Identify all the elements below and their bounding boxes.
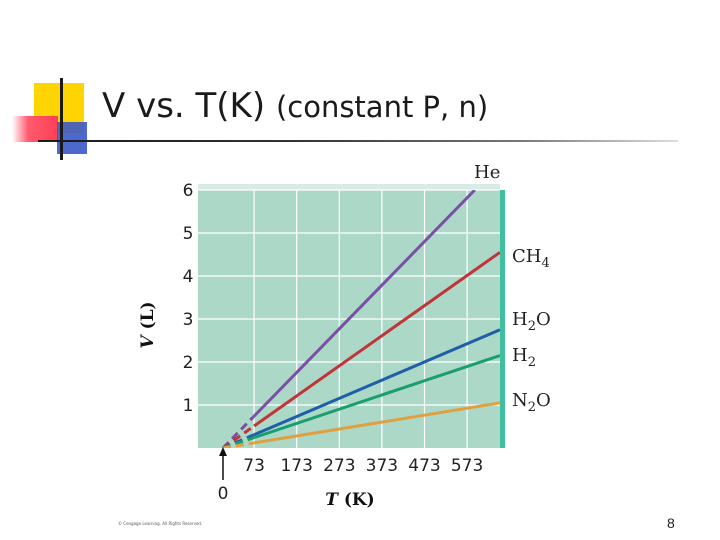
slide-title: V vs. T(K) (constant P, n) bbox=[102, 86, 488, 126]
decor-vertical-rule bbox=[60, 78, 63, 160]
slide-title-main: V vs. T(K) bbox=[102, 86, 266, 126]
series-extrapolation-4 bbox=[222, 441, 255, 448]
x-tick-273: 273 bbox=[323, 456, 355, 476]
y-axis-label: V (L) bbox=[138, 301, 158, 348]
series-line-3 bbox=[253, 354, 500, 440]
page-number: 8 bbox=[667, 515, 675, 531]
x-zero-label: 0 bbox=[218, 484, 229, 504]
x-tick-73: 73 bbox=[243, 456, 265, 476]
copyright-note: © Cengage Learning. All Rights Reserved. bbox=[118, 521, 203, 526]
x-axis-ticks: 73 173 273 373 473 573 bbox=[243, 456, 483, 476]
grid-lines bbox=[198, 189, 500, 448]
series-lines bbox=[221, 190, 500, 448]
series-label-2: H2O bbox=[512, 309, 551, 334]
x-tick-573: 573 bbox=[451, 456, 483, 476]
slide-title-paren: (constant P, n) bbox=[275, 90, 489, 124]
y-tick-4: 4 bbox=[183, 267, 194, 287]
series-label-1: CH4 bbox=[512, 246, 550, 271]
series-line-4 bbox=[253, 401, 500, 445]
title-underline bbox=[38, 140, 678, 142]
plot-top-shade bbox=[198, 184, 500, 190]
plot-right-edge bbox=[500, 190, 505, 448]
series-label-4: N2O bbox=[512, 390, 551, 415]
zero-arrow-head bbox=[219, 447, 227, 456]
y-axis-ticks: 1 2 3 4 5 6 bbox=[183, 181, 194, 416]
series-label-0: He bbox=[474, 162, 500, 183]
y-tick-3: 3 bbox=[183, 310, 194, 330]
series-label-3: H2 bbox=[512, 345, 536, 370]
decor-pink-bar bbox=[12, 116, 58, 142]
series-line-0 bbox=[253, 190, 476, 418]
x-tick-373: 373 bbox=[366, 456, 398, 476]
series-labels: He CH4 H2O H2 N2O bbox=[474, 162, 551, 415]
x-tick-173: 173 bbox=[280, 456, 312, 476]
x-tick-473: 473 bbox=[408, 456, 440, 476]
x-axis-label: T (K) bbox=[325, 490, 374, 510]
y-tick-1: 1 bbox=[183, 396, 194, 416]
series-line-1 bbox=[253, 251, 500, 428]
y-tick-2: 2 bbox=[183, 353, 194, 373]
y-tick-6: 6 bbox=[183, 181, 194, 201]
series-line-2 bbox=[253, 328, 500, 437]
y-tick-5: 5 bbox=[183, 224, 194, 244]
